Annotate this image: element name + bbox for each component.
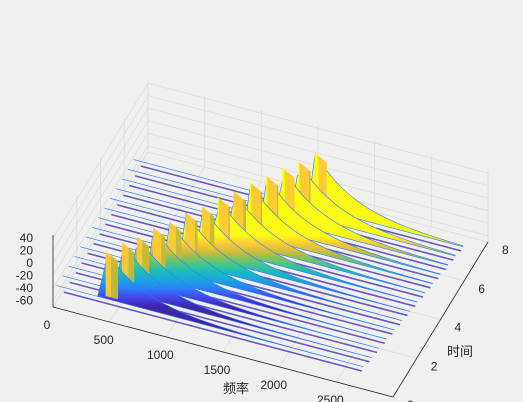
y-tick-label: 4 xyxy=(455,321,462,335)
z-tick-label: -60 xyxy=(16,294,34,308)
grid-line-z-side xyxy=(52,145,149,301)
grid-line-z xyxy=(147,82,489,174)
z-tick-label: 0 xyxy=(26,256,33,270)
grid-line-z xyxy=(147,95,489,187)
x-tick-label: 2500 xyxy=(317,393,344,402)
x-tick-labels: 050010001500200025003000 xyxy=(44,318,344,402)
axes-lines xyxy=(52,235,489,398)
y-tick-label: 2 xyxy=(431,359,438,373)
y-tick-label: 8 xyxy=(502,243,509,257)
z-tick-label: -20 xyxy=(16,269,34,283)
z-tick-label: 40 xyxy=(20,231,34,245)
y-axis-label: 时间 xyxy=(447,345,473,360)
x-tick-label: 1500 xyxy=(204,363,231,377)
spectrum-slice xyxy=(127,167,456,257)
grid-line-z-side xyxy=(52,107,149,264)
grid-line-z-side xyxy=(52,133,149,289)
surface-plot xyxy=(56,153,464,372)
trough-line xyxy=(63,291,363,372)
x-axis-label: 频率 xyxy=(223,381,249,397)
x-tick-label: 1000 xyxy=(147,348,174,362)
x-tick-label: 2000 xyxy=(260,378,287,392)
spectrum-slice xyxy=(104,196,426,294)
x-axis-line xyxy=(52,306,394,398)
y-tick-labels: 0 2 4 6 8 xyxy=(407,243,509,402)
y-axis-line xyxy=(392,241,489,398)
y-tick-label: 6 xyxy=(478,282,485,296)
grid-line-z-side xyxy=(52,95,149,251)
z-tick-label: 20 xyxy=(20,244,34,258)
x-tick-label: 0 xyxy=(44,318,51,332)
grid-line-z xyxy=(147,107,489,199)
z-tick-label: -40 xyxy=(16,281,34,295)
y-tick-label: 0 xyxy=(407,398,414,402)
x-tick-label: 500 xyxy=(94,333,114,347)
grid-line-z-side xyxy=(52,82,149,239)
grid-line-z-side xyxy=(52,120,149,276)
spectrum-slice xyxy=(92,207,410,312)
